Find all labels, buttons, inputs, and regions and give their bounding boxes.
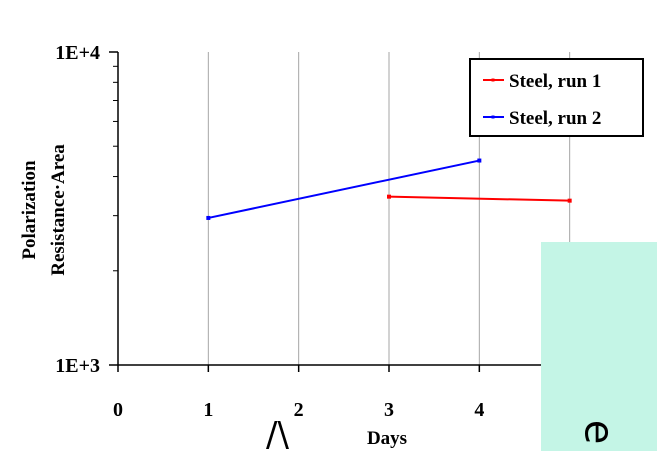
x-tick-label: 3 bbox=[384, 399, 394, 421]
series-line-2 bbox=[208, 159, 480, 219]
series-line-1 bbox=[388, 195, 570, 202]
overlay-panel bbox=[541, 242, 657, 451]
y-axis-title-line-1: Polarization bbox=[19, 160, 40, 260]
y-minor-ticks bbox=[109, 51, 118, 366]
data-point bbox=[387, 194, 391, 199]
y-tick-label: 1E+4 bbox=[55, 42, 100, 64]
series-group bbox=[206, 158, 572, 220]
data-point bbox=[206, 215, 211, 220]
overlay-glyph: e bbox=[575, 419, 622, 445]
stray-caret: /\ bbox=[266, 415, 289, 455]
y-tick-labels: 1E+3 1E+4 bbox=[55, 42, 100, 377]
y-axis-title-line-2: Resistance·Area bbox=[48, 144, 69, 276]
x-tick-label: 1 bbox=[203, 399, 213, 421]
data-point bbox=[477, 158, 482, 163]
legend-box bbox=[469, 58, 644, 137]
legend-marker-steel-run-1 bbox=[491, 78, 495, 82]
data-point bbox=[567, 198, 572, 203]
legend-label-steel-run-1: Steel, run 1 bbox=[509, 71, 601, 92]
legend-marker-steel-run-2 bbox=[491, 115, 495, 119]
x-tick-label: 2 bbox=[294, 399, 304, 421]
x-axis-title: Days bbox=[367, 428, 407, 449]
y-tick-label: 1E+3 bbox=[55, 355, 100, 377]
x-tick-labels: 0 1 2 3 4 bbox=[113, 399, 484, 421]
legend: Steel, run 1 Steel, run 2 bbox=[469, 58, 644, 137]
legend-label-steel-run-2: Steel, run 2 bbox=[509, 108, 601, 129]
x-tick-label: 4 bbox=[474, 399, 484, 421]
x-tick-label: 0 bbox=[113, 399, 123, 421]
